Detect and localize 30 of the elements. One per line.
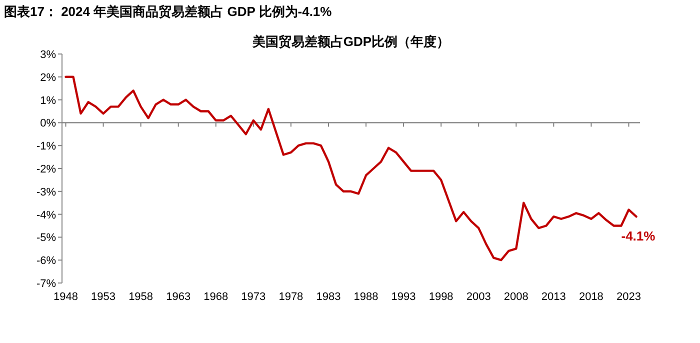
x-tick-label: 1988 bbox=[354, 291, 378, 303]
y-tick-label: -6% bbox=[36, 255, 56, 268]
x-tick-label: 1963 bbox=[166, 291, 191, 303]
y-tick-label: -4% bbox=[36, 209, 56, 222]
chart-title: 图表17： 2024 年美国商品贸易差额占 GDP 比例为-4.1% bbox=[4, 4, 332, 19]
y-tick-label: 2% bbox=[40, 72, 56, 84]
x-tick-label: 1948 bbox=[54, 291, 78, 303]
x-tick-label: 1983 bbox=[316, 291, 341, 303]
y-tick-label: -7% bbox=[36, 278, 56, 290]
y-tick-label: -5% bbox=[36, 232, 56, 244]
x-tick-label: 1998 bbox=[428, 291, 454, 303]
x-tick-label: 1993 bbox=[391, 291, 416, 303]
x-tick-label: 2008 bbox=[504, 291, 528, 303]
x-tick-label: 1968 bbox=[204, 291, 228, 303]
x-tick-label: 1953 bbox=[91, 291, 116, 303]
x-tick-label: 1978 bbox=[278, 291, 304, 303]
x-tick-label: 2023 bbox=[616, 291, 641, 303]
y-tick-label: 3% bbox=[40, 49, 56, 61]
x-tick-label: 2018 bbox=[578, 291, 604, 303]
x-tick-label: 1958 bbox=[128, 291, 154, 303]
y-tick-label: -2% bbox=[36, 164, 56, 176]
x-tick-label: 1973 bbox=[241, 291, 266, 303]
x-tick-label: 2013 bbox=[541, 291, 566, 303]
annotation: -4.1% bbox=[621, 228, 656, 244]
y-tick-label: 1% bbox=[40, 94, 56, 107]
y-tick-label: -3% bbox=[36, 186, 56, 198]
y-tick-label: -1% bbox=[36, 140, 56, 153]
x-tick-label: 2003 bbox=[466, 291, 491, 303]
y-tick-label: 0% bbox=[40, 118, 56, 130]
chart-subtitle: 美国贸易差额占GDP比例（年度） bbox=[251, 34, 450, 49]
